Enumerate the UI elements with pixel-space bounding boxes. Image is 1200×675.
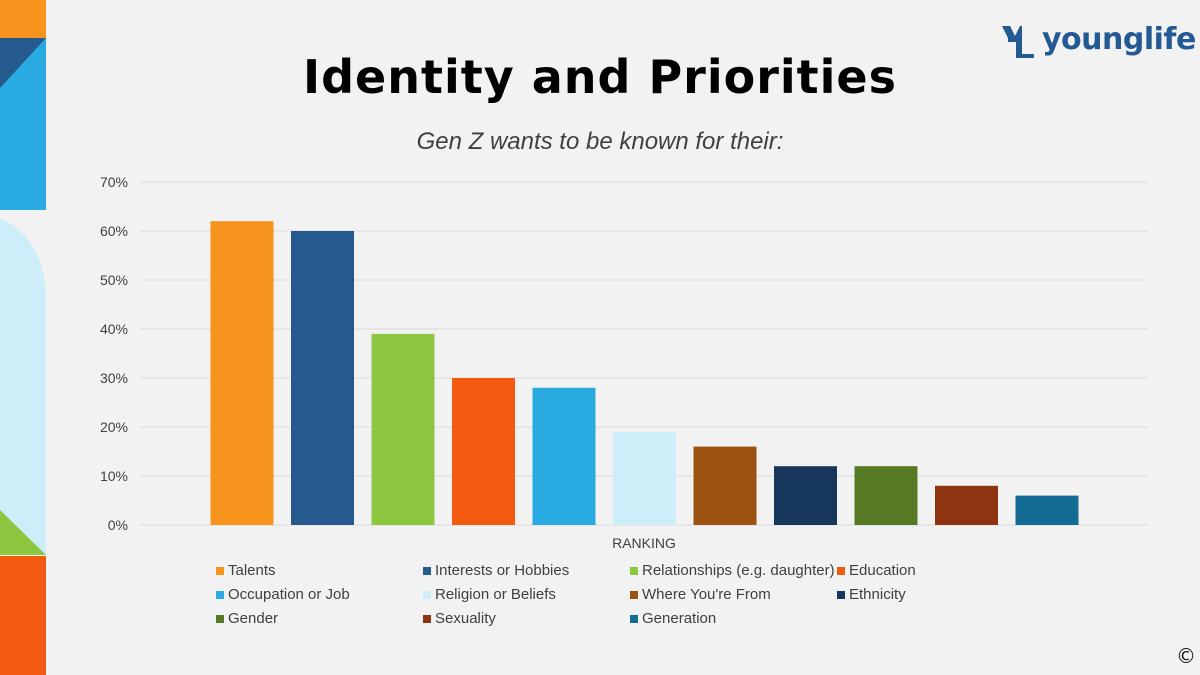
bar-sexuality	[935, 485, 998, 525]
y-tick-label: 40%	[100, 321, 128, 337]
bar-interests-or-hobbies	[291, 231, 354, 525]
y-tick-label: 70%	[100, 174, 128, 190]
bar-relationships-e-g-daughter	[371, 333, 435, 525]
bar-occupation-or-job	[532, 387, 596, 525]
y-tick-label: 50%	[100, 272, 128, 288]
decorative-side-strip	[0, 0, 46, 675]
logo-text: younglife	[1042, 22, 1196, 57]
y-tick-label: 10%	[100, 468, 128, 484]
bar-religion-or-beliefs	[613, 431, 676, 525]
y-tick-label: 60%	[100, 223, 128, 239]
y-tick-label: 30%	[100, 370, 128, 386]
copyright-symbol: ©	[1176, 644, 1196, 668]
slide-subtitle: Gen Z wants to be known for their:	[416, 128, 784, 155]
younglife-logo: younglife	[1000, 22, 1196, 64]
y-tick-label: 20%	[100, 419, 128, 435]
bar-talents	[210, 221, 274, 525]
decorative-shapes	[0, 0, 46, 675]
chart-bars	[210, 221, 1079, 525]
bar-generation	[1015, 495, 1079, 525]
bar-ethnicity	[774, 466, 837, 525]
bar-education	[452, 378, 515, 525]
y-axis-tick-labels: 0% 10% 20% 30% 40% 50% 60% 70%	[100, 174, 128, 533]
x-axis-label: RANKING	[612, 535, 676, 551]
yl-monogram-icon	[1002, 26, 1034, 58]
bar-gender	[854, 466, 918, 525]
slide-title: Identity and Priorities	[302, 50, 898, 104]
y-tick-label: 0%	[108, 517, 128, 533]
bar-where-you-re-from	[693, 446, 757, 525]
